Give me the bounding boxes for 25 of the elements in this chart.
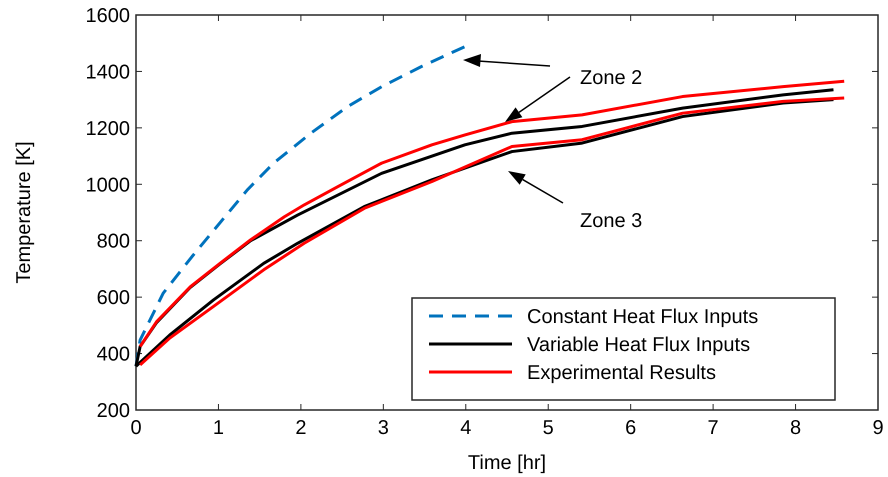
y-tick-label: 1600 [86,5,130,27]
x-tick-label: 3 [378,417,389,439]
x-tick-label: 5 [542,417,554,439]
y-tick-label: 400 [96,344,130,366]
x-tick-label: 4 [460,417,472,439]
x-tick-label: 9 [872,417,884,439]
x-tick-label: 2 [295,417,306,439]
y-axis-title: Temperature [K] [13,141,35,284]
legend-label: Variable Heat Flux Inputs [527,334,750,356]
annotation: Zone 2 [580,67,642,89]
y-tick-label: 600 [96,287,130,310]
y-tick-label: 800 [96,230,130,253]
x-tick-label: 6 [625,417,636,439]
y-tick-label: 1000 [86,174,130,196]
x-tick-label: 7 [708,417,719,439]
x-tick-label: 1 [212,417,224,439]
legend-label: Constant Heat Flux Inputs [527,306,758,328]
y-tick-label: 1400 [86,61,130,84]
x-tick-label: 8 [790,417,802,439]
x-tick-label: 0 [130,417,142,439]
x-axis-title: Time [hr] [468,452,546,474]
annotation: Zone 3 [580,210,642,232]
legend-label: Experimental Results [527,362,716,384]
y-tick-label: 1200 [86,118,130,140]
y-tick-label: 200 [96,400,130,422]
